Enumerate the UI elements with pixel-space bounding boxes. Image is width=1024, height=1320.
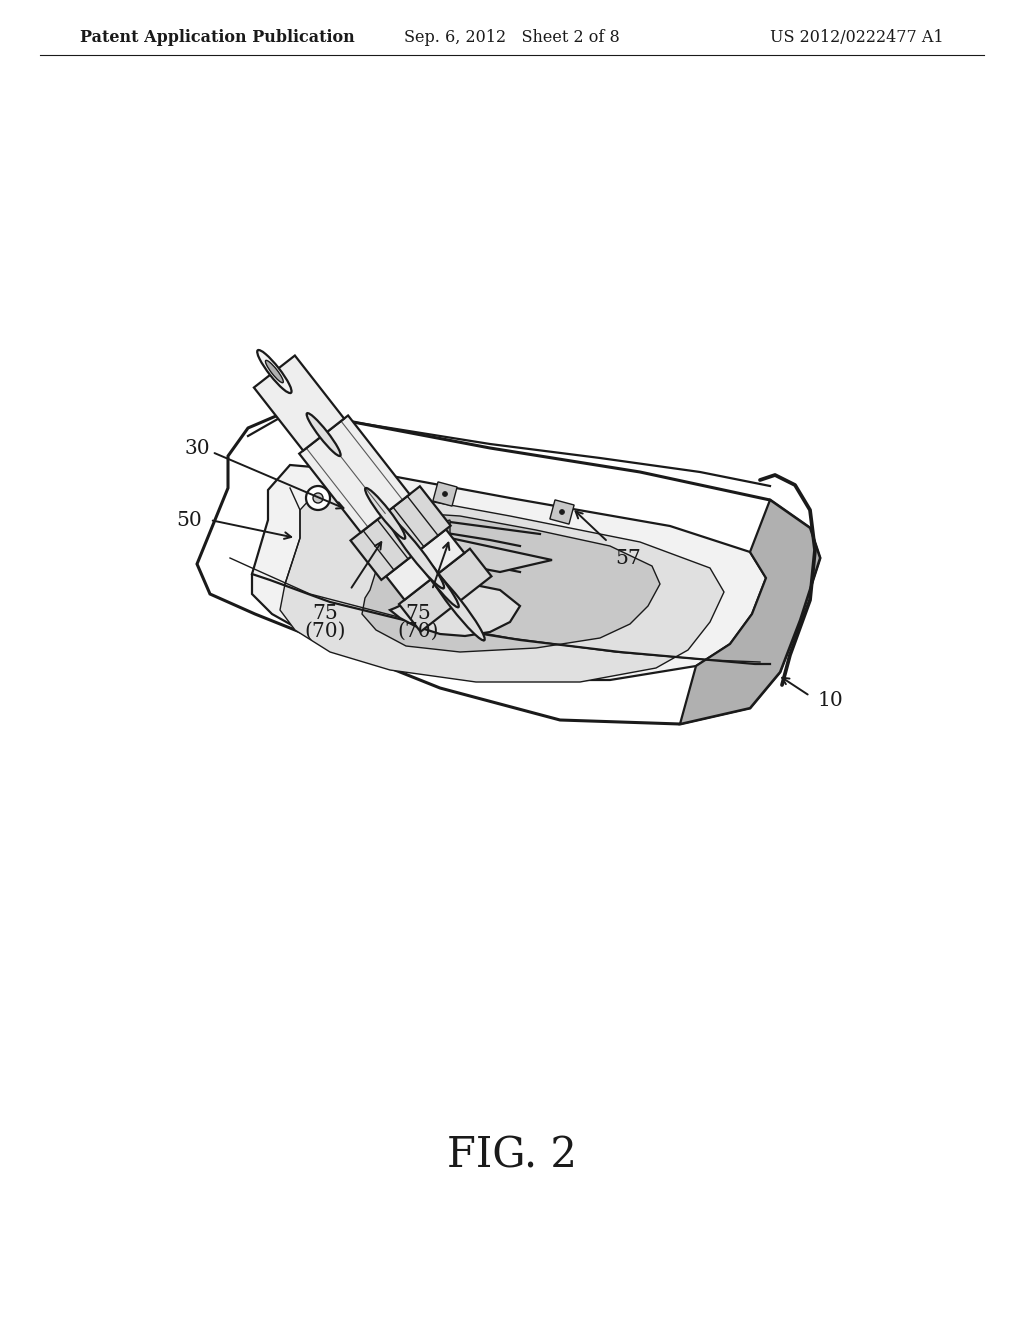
Ellipse shape [427, 568, 484, 640]
Ellipse shape [257, 350, 292, 393]
Polygon shape [366, 471, 390, 496]
Polygon shape [390, 583, 520, 636]
Polygon shape [550, 500, 574, 524]
Text: 10: 10 [818, 690, 844, 710]
Ellipse shape [306, 413, 341, 455]
Polygon shape [399, 549, 492, 632]
Text: 50: 50 [176, 511, 202, 529]
Polygon shape [254, 355, 344, 450]
Polygon shape [395, 539, 552, 572]
Polygon shape [350, 486, 451, 579]
Text: 57: 57 [615, 549, 641, 568]
Polygon shape [197, 411, 820, 723]
Polygon shape [386, 529, 465, 599]
Polygon shape [362, 512, 660, 652]
Text: (70): (70) [304, 622, 346, 642]
Ellipse shape [388, 517, 444, 589]
Text: 30: 30 [184, 438, 210, 458]
Polygon shape [299, 416, 410, 532]
Polygon shape [252, 465, 766, 680]
Text: Sep. 6, 2012   Sheet 2 of 8: Sep. 6, 2012 Sheet 2 of 8 [404, 29, 620, 46]
Circle shape [306, 486, 330, 510]
Ellipse shape [366, 488, 406, 539]
Text: 75: 75 [312, 605, 338, 623]
Text: US 2012/0222477 A1: US 2012/0222477 A1 [770, 29, 944, 46]
Text: (70): (70) [397, 622, 438, 642]
Circle shape [442, 491, 447, 496]
Text: Patent Application Publication: Patent Application Publication [80, 29, 354, 46]
Circle shape [376, 482, 381, 487]
Polygon shape [433, 482, 457, 506]
Ellipse shape [265, 360, 284, 383]
Polygon shape [395, 520, 450, 552]
Polygon shape [280, 488, 724, 682]
Circle shape [559, 510, 564, 515]
Ellipse shape [411, 545, 459, 607]
Text: 75: 75 [406, 605, 431, 623]
Polygon shape [680, 500, 820, 723]
Circle shape [313, 492, 323, 503]
Text: FIG. 2: FIG. 2 [447, 1134, 577, 1176]
